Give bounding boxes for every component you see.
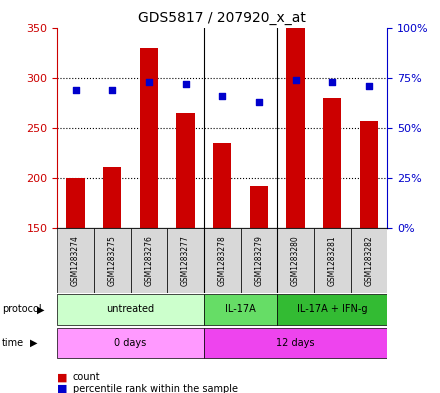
Bar bbox=[204, 328, 387, 358]
Bar bbox=[360, 121, 378, 228]
Text: 0 days: 0 days bbox=[114, 338, 147, 348]
Bar bbox=[94, 228, 131, 293]
Bar bbox=[57, 228, 94, 293]
Title: GDS5817 / 207920_x_at: GDS5817 / 207920_x_at bbox=[138, 11, 306, 25]
Point bbox=[255, 99, 262, 105]
Bar bbox=[167, 228, 204, 293]
Point bbox=[292, 77, 299, 83]
Text: ▶: ▶ bbox=[30, 338, 37, 348]
Text: percentile rank within the sample: percentile rank within the sample bbox=[73, 384, 238, 393]
Bar bbox=[277, 294, 387, 325]
Bar bbox=[241, 228, 277, 293]
Bar bbox=[131, 228, 167, 293]
Text: GSM1283279: GSM1283279 bbox=[254, 235, 264, 286]
Text: ■: ■ bbox=[57, 384, 68, 393]
Text: IL-17A: IL-17A bbox=[225, 305, 256, 314]
Point bbox=[72, 86, 79, 93]
Bar bbox=[314, 228, 351, 293]
Text: GSM1283281: GSM1283281 bbox=[328, 235, 337, 286]
Text: untreated: untreated bbox=[106, 305, 154, 314]
Bar bbox=[103, 167, 121, 228]
Bar bbox=[277, 228, 314, 293]
Bar bbox=[140, 48, 158, 228]
Bar bbox=[204, 294, 277, 325]
Text: GSM1283274: GSM1283274 bbox=[71, 235, 80, 286]
Point bbox=[182, 81, 189, 87]
Point bbox=[219, 92, 226, 99]
Bar bbox=[176, 113, 195, 228]
Text: GSM1283276: GSM1283276 bbox=[144, 235, 154, 286]
Bar bbox=[250, 186, 268, 228]
Bar bbox=[66, 178, 85, 228]
Text: count: count bbox=[73, 372, 100, 382]
Text: GSM1283277: GSM1283277 bbox=[181, 235, 190, 286]
Text: GSM1283278: GSM1283278 bbox=[218, 235, 227, 286]
Bar bbox=[204, 228, 241, 293]
Text: ■: ■ bbox=[57, 372, 68, 382]
Bar bbox=[57, 294, 204, 325]
Text: GSM1283275: GSM1283275 bbox=[108, 235, 117, 286]
Text: time: time bbox=[2, 338, 24, 348]
Point bbox=[329, 79, 336, 85]
Bar bbox=[213, 143, 231, 228]
Point bbox=[109, 86, 116, 93]
Bar bbox=[286, 28, 305, 228]
Point bbox=[365, 83, 372, 89]
Text: 12 days: 12 days bbox=[276, 338, 315, 348]
Text: ▶: ▶ bbox=[37, 305, 45, 314]
Bar bbox=[351, 228, 387, 293]
Bar bbox=[57, 328, 204, 358]
Text: GSM1283282: GSM1283282 bbox=[364, 235, 374, 286]
Text: IL-17A + IFN-g: IL-17A + IFN-g bbox=[297, 305, 367, 314]
Point bbox=[145, 79, 152, 85]
Text: GSM1283280: GSM1283280 bbox=[291, 235, 300, 286]
Bar bbox=[323, 97, 341, 228]
Text: protocol: protocol bbox=[2, 305, 42, 314]
